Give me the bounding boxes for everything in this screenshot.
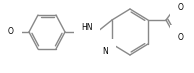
Text: N: N xyxy=(102,47,108,55)
Text: O: O xyxy=(178,32,184,41)
Text: O: O xyxy=(178,2,184,12)
Text: HN: HN xyxy=(81,22,93,32)
Text: O: O xyxy=(8,28,14,36)
